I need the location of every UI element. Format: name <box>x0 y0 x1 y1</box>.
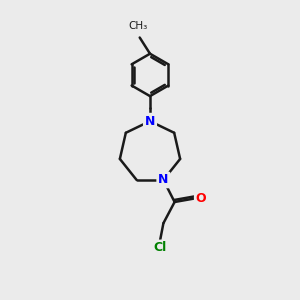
Text: Cl: Cl <box>153 242 167 254</box>
Text: CH₃: CH₃ <box>129 21 148 31</box>
Text: N: N <box>158 173 169 186</box>
Text: N: N <box>145 115 155 128</box>
Text: O: O <box>196 192 206 205</box>
